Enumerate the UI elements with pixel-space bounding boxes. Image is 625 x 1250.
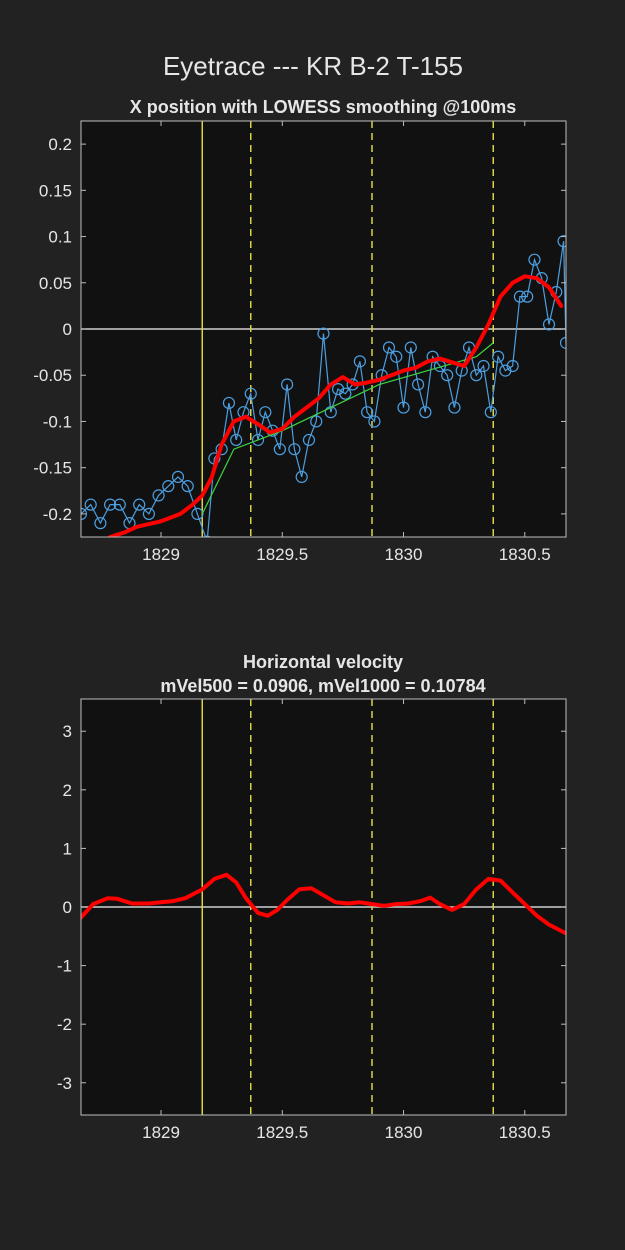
position-raw-point [361,406,374,419]
position-raw-point [203,535,212,537]
position-raw-point [317,327,330,340]
position-raw-point [259,406,272,419]
position-axis-ticks: 1829 1829.5 1830 1830.5 0.2 0.15 0.1 0.05 0 -0.05… [33,121,566,564]
position-smoothed-line [108,274,564,537]
position-raw-point [244,387,257,400]
position-raw-point [295,470,308,484]
velocity-x-tick-label: 1829 [142,1123,180,1142]
position-raw-point [559,336,566,349]
velocity-y-tick-label: 1 [63,839,72,858]
velocity-x-tick-label: 1830 [385,1123,423,1142]
position-raw-point [103,498,117,511]
position-raw-point [448,401,461,414]
position-raw-point [390,350,403,363]
position-raw-point [353,355,366,368]
position-raw-point [181,480,194,493]
velocity-y-tick-label: -2 [57,1015,72,1034]
position-raw-point [397,401,410,414]
velocity-clipped-marks [81,699,566,1115]
position-x-tick-label: 1829 [142,545,180,564]
position-raw-point [441,369,454,382]
position-raw-point [513,290,527,303]
position-raw-point [542,318,556,331]
position-raw-point [81,507,88,520]
position-raw-point [368,415,381,428]
velocity-smoothed-line [81,872,566,936]
position-raw-point [470,369,483,382]
position-y-tick-label: 0.2 [48,135,72,154]
position-raw-point [133,498,146,511]
velocity-x-tick-label: 1830.5 [499,1123,551,1142]
velocity-y-tick-label: 2 [63,781,72,800]
position-y-tick-label: -0.2 [43,505,72,524]
position-clipped-marks [81,121,566,537]
position-raw-trace [81,241,566,537]
position-y-tick-label: 0.05 [39,274,72,293]
position-axes-frame [80,120,567,538]
velocity-y-tick-label: 3 [63,722,72,741]
position-raw-point [288,443,301,456]
position-panel: X position with LOWESS smoothing @100ms … [33,97,567,564]
position-raw-point [94,517,107,530]
velocity-x-tick-label: 1829.5 [256,1123,308,1142]
position-raw-point [404,341,417,354]
position-raw-point [310,415,323,428]
position-raw-point [84,498,97,511]
position-raw-point [419,406,432,419]
position-raw-point [152,489,165,502]
position-y-tick-label: 0.15 [39,181,72,200]
position-raw-point [251,433,265,447]
position-y-tick-label: -0.05 [33,366,72,385]
position-raw-point [302,433,316,447]
position-raw-point [492,350,505,363]
position-raw-point [113,498,126,511]
position-x-tick-label: 1830 [385,545,423,564]
velocity-axis-ticks: 1829 1829.5 1830 1830.5 3 2 1 0 -1 -2 -3 [57,699,566,1142]
position-y-tick-label: -0.1 [43,412,72,431]
position-y-tick-label: 0.1 [48,228,72,247]
position-x-tick-label: 1830.5 [499,545,551,564]
velocity-panel: Horizontal velocity mVel500 = 0.0906, mV… [57,652,567,1142]
position-raw-point [339,387,352,400]
position-raw-point [411,378,425,391]
position-raw-point [521,290,534,303]
position-raw-point [230,433,243,447]
position-raw-point [557,235,566,248]
position-raw-point [477,359,490,373]
position-raw-point [222,396,236,410]
position-raw-point [281,378,294,391]
position-raw-point [484,406,497,419]
velocity-axes-frame [80,698,567,1116]
position-plot-marks [81,121,566,537]
velocity-panel-subtitle: mVel500 = 0.0906, mVel1000 = 0.10784 [160,676,485,696]
position-raw-point [142,507,155,520]
position-raw-point [162,480,175,493]
velocity-plot-marks [81,699,566,1115]
position-y-tick-label: 0 [63,320,72,339]
position-raw-point [528,253,541,266]
velocity-y-tick-label: -1 [57,957,72,976]
velocity-panel-title: Horizontal velocity [243,652,403,672]
position-y-tick-label: -0.15 [33,459,72,478]
position-panel-title: X position with LOWESS smoothing @100ms [130,97,517,117]
position-raw-point [171,470,185,484]
velocity-y-tick-label: -3 [57,1074,72,1093]
position-raw-point [324,406,337,419]
velocity-y-tick-label: 0 [63,898,72,917]
position-x-tick-label: 1829.5 [256,545,308,564]
position-raw-point [382,341,396,354]
position-raw-point [273,443,286,456]
position-raw-point [506,359,519,373]
figure-title: Eyetrace --- KR B-2 T-155 [163,51,463,81]
